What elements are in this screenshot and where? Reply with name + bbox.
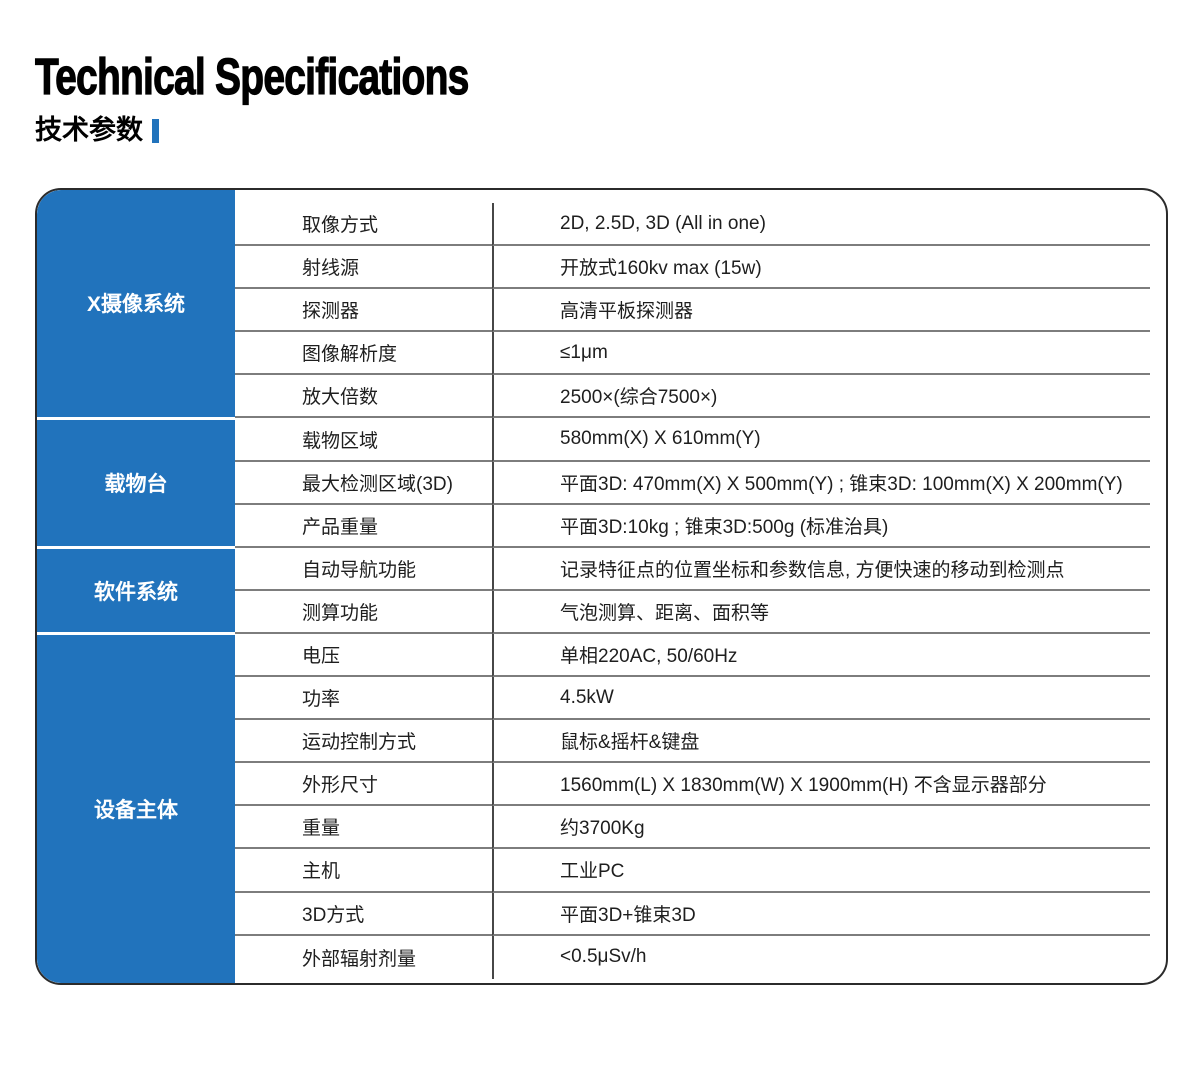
- page-subtitle-row: 技术参数: [35, 115, 1200, 145]
- spec-value: <0.5μSv/h: [492, 935, 1150, 979]
- spec-param: 放大倍数: [235, 375, 492, 419]
- subtitle-accent-bar: [152, 119, 159, 143]
- spec-param: 取像方式: [235, 203, 492, 247]
- section-label: 软件系统: [94, 580, 178, 604]
- section-cell: X摄像系统: [37, 190, 235, 417]
- spec-table: X摄像系统 取像方式 2D, 2.5D, 3D (All in one) 射线源 开放式…: [35, 188, 1168, 985]
- spec-param: 最大检测区域(3D): [235, 462, 492, 505]
- spec-param: 探测器: [235, 289, 492, 333]
- section-label: 载物台: [104, 473, 168, 497]
- spec-param: 外部辐射剂量: [302, 948, 417, 970]
- spec-value: 鼠标&摇杆&键盘: [492, 720, 1150, 764]
- spec-value: 平面3D: 470mm(X) X 500mm(Y) ; 锥束3D: 100mm(…: [492, 461, 1150, 505]
- spec-value: 2D, 2.5D, 3D (All in one): [492, 203, 1150, 247]
- spec-param: 射线源: [235, 246, 492, 290]
- spec-value: ≤1μm: [492, 332, 1150, 376]
- spec-value: 气泡测算、距离、面积等: [492, 590, 1150, 634]
- page-subtitle: 技术参数: [35, 115, 143, 145]
- section-label: X摄像系统: [86, 293, 185, 317]
- spec-value: 2500×(综合7500×): [492, 375, 1150, 419]
- spec-param: 重量: [235, 806, 492, 850]
- spec-value: 4.5kW: [492, 677, 1150, 721]
- section-cell: 设备主体: [37, 635, 235, 983]
- spec-value: 580mm(X) X 610mm(Y): [492, 418, 1150, 462]
- spec-value: 约3700Kg: [492, 806, 1150, 850]
- spec-value: 1560mm(L) X 1830mm(W) X 1900mm(H) 不含显示器部…: [492, 763, 1150, 807]
- page-title: Technical Specifications: [35, 47, 470, 106]
- spec-param: 测算功能: [235, 591, 492, 634]
- spec-value: 高清平板探测器: [492, 289, 1150, 333]
- section-cell: 载物台: [37, 419, 235, 547]
- spec-param: 图像解析度: [235, 332, 492, 376]
- spec-value: 开放式160kv max (15w): [492, 246, 1150, 290]
- spec-value: 平面3D+锥束3D: [492, 892, 1150, 936]
- spec-value: 单相220AC, 50/60Hz: [492, 633, 1150, 678]
- spec-param: 产品重量: [235, 505, 492, 548]
- section-cell: 软件系统: [37, 549, 235, 633]
- section-label: 设备主体: [94, 799, 178, 823]
- spec-param: 功率: [235, 677, 492, 721]
- spec-value: 记录特征点的位置坐标和参数信息, 方便快速的移动到检测点: [492, 547, 1150, 591]
- spec-value: 工业PC: [492, 849, 1150, 893]
- spec-param: 载物区域: [235, 418, 492, 462]
- spec-param: 外形尺寸: [235, 763, 492, 807]
- spec-param: 主机: [235, 849, 492, 893]
- spec-param: 电压: [235, 634, 492, 678]
- spec-param: 运动控制方式: [235, 720, 492, 764]
- spec-param: 3D方式: [235, 893, 492, 936]
- spec-value: 平面3D:10kg ; 锥束3D:500g (标准治具): [492, 504, 1150, 548]
- spec-param: 自动导航功能: [235, 548, 492, 591]
